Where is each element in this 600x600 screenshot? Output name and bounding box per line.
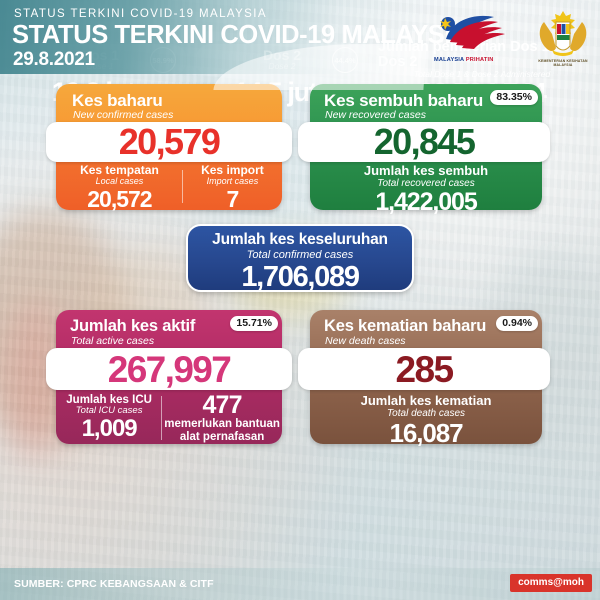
logo-group: MALAYSIA PRIHATIN KEMENTERIAN KESIHATAN … — [432, 8, 594, 67]
local-cases-title: Kes tempatan — [80, 163, 159, 177]
malaysia-prihatin-logo: MALAYSIA PRIHATIN — [432, 9, 518, 65]
import-cases-title: Kes import — [201, 163, 264, 177]
recovered-cases-card: Kes sembuh baharu New recovered cases 83… — [298, 84, 550, 215]
total-recovered-subtitle: Total recovered cases — [377, 177, 475, 189]
source-label: SUMBER: CPRC KEBANGSAAN & CITF — [14, 578, 214, 590]
import-cases-block: Kes import Import cases 7 — [183, 163, 282, 213]
death-value-band: 285 — [298, 348, 550, 390]
death-percentage-badge: 0.94% — [496, 316, 538, 331]
vertical-divider — [181, 170, 183, 203]
vertical-divider — [161, 395, 163, 441]
ventilator-value: 477 — [202, 390, 242, 419]
death-cases-card: Kes kematian baharu New death cases 0.94… — [298, 310, 550, 447]
page-header: STATUS TERKINI COVID-19 MALAYSIA STATUS … — [0, 0, 600, 90]
icu-cases-title: Jumlah kes ICU — [66, 393, 152, 406]
total-confirmed-value: 1,706,089 — [241, 260, 360, 293]
new-cases-breakdown: Kes tempatan Local cases 20,572 Kes impo… — [56, 163, 282, 213]
death-cases-subtitle: New death cases — [325, 335, 406, 347]
new-cases-value-band: 20,579 — [46, 122, 292, 162]
new-cases-card: Kes baharu New confirmed cases 20,579 Ke… — [46, 84, 292, 213]
page-title: STATUS TERKINI COVID-19 MALAYSIA — [12, 21, 470, 49]
report-date: 29.8.2021 — [13, 49, 95, 70]
header-swoosh-decoration — [213, 44, 427, 90]
total-deaths-title: Jumlah kes kematian — [360, 393, 492, 408]
malaysia-prihatin-caption: MALAYSIA PRIHATIN — [434, 57, 494, 63]
total-deaths-subtitle: Total death cases — [386, 407, 466, 419]
recovered-value: 20,845 — [373, 121, 476, 162]
recovered-title: Kes sembuh baharu — [324, 91, 484, 110]
total-confirmed-card: Jumlah kes keseluruhan Total confirmed c… — [186, 224, 414, 293]
comms-moh-badge: comms@moh — [510, 574, 592, 592]
import-cases-subtitle: Import cases — [206, 175, 259, 186]
active-cases-title: Jumlah kes aktif — [70, 317, 196, 335]
new-cases-value: 20,579 — [118, 121, 221, 162]
total-recovered-title: Jumlah kes sembuh — [363, 163, 489, 178]
new-cases-subtitle: New confirmed cases — [73, 109, 174, 121]
total-confirmed-title: Jumlah kes keseluruhan — [212, 231, 388, 248]
recovered-subtitle: New recovered cases — [325, 109, 426, 121]
recovered-value-band: 20,845 — [298, 122, 550, 162]
new-cases-title: Kes baharu — [72, 91, 163, 110]
death-cases-value: 285 — [395, 348, 455, 390]
total-deaths-value: 16,087 — [389, 417, 464, 448]
active-percentage-badge: 15.71% — [230, 316, 278, 331]
import-cases-value: 7 — [226, 186, 240, 213]
icu-cases-block: Jumlah kes ICU Total ICU cases 1,009 — [56, 393, 163, 443]
active-cases-card: Jumlah kes aktif Total active cases 15.7… — [46, 310, 292, 444]
page-footer: SUMBER: CPRC KEBANGSAAN & CITF comms@moh — [0, 568, 600, 600]
total-recovered-value: 1,422,005 — [375, 187, 477, 216]
active-cases-subtitle: Total active cases — [71, 335, 155, 347]
total-recovered-block: Jumlah kes sembuh Total recovered cases … — [310, 164, 542, 215]
total-deaths-block: Jumlah kes kematian Total death cases 16… — [310, 394, 542, 447]
local-cases-value: 20,572 — [87, 186, 152, 213]
active-breakdown: Jumlah kes ICU Total ICU cases 1,009 477… — [56, 392, 282, 444]
ventilator-label: memerlukan bantuan alat pernafasan — [164, 417, 280, 443]
death-cases-title: Kes kematian baharu — [324, 317, 487, 335]
active-cases-value: 267,997 — [107, 348, 232, 390]
recovered-percentage-badge: 83.35% — [490, 90, 538, 105]
icu-cases-value: 1,009 — [81, 415, 138, 443]
jata-negara-logo: KEMENTERIAN KESIHATAN MALAYSIA — [532, 8, 594, 67]
ventilator-block: 477 memerlukan bantuan alat pernafasan — [162, 390, 282, 444]
jata-negara-caption: KEMENTERIAN KESIHATAN MALAYSIA — [538, 59, 588, 67]
local-cases-block: Kes tempatan Local cases 20,572 — [56, 163, 183, 213]
header-kicker: STATUS TERKINI COVID-19 MALAYSIA — [14, 8, 267, 20]
local-cases-subtitle: Local cases — [95, 175, 144, 186]
total-confirmed-subtitle: Total confirmed cases — [246, 249, 354, 261]
active-value-band: 267,997 — [46, 348, 292, 390]
icu-cases-subtitle: Total ICU cases — [75, 404, 143, 416]
